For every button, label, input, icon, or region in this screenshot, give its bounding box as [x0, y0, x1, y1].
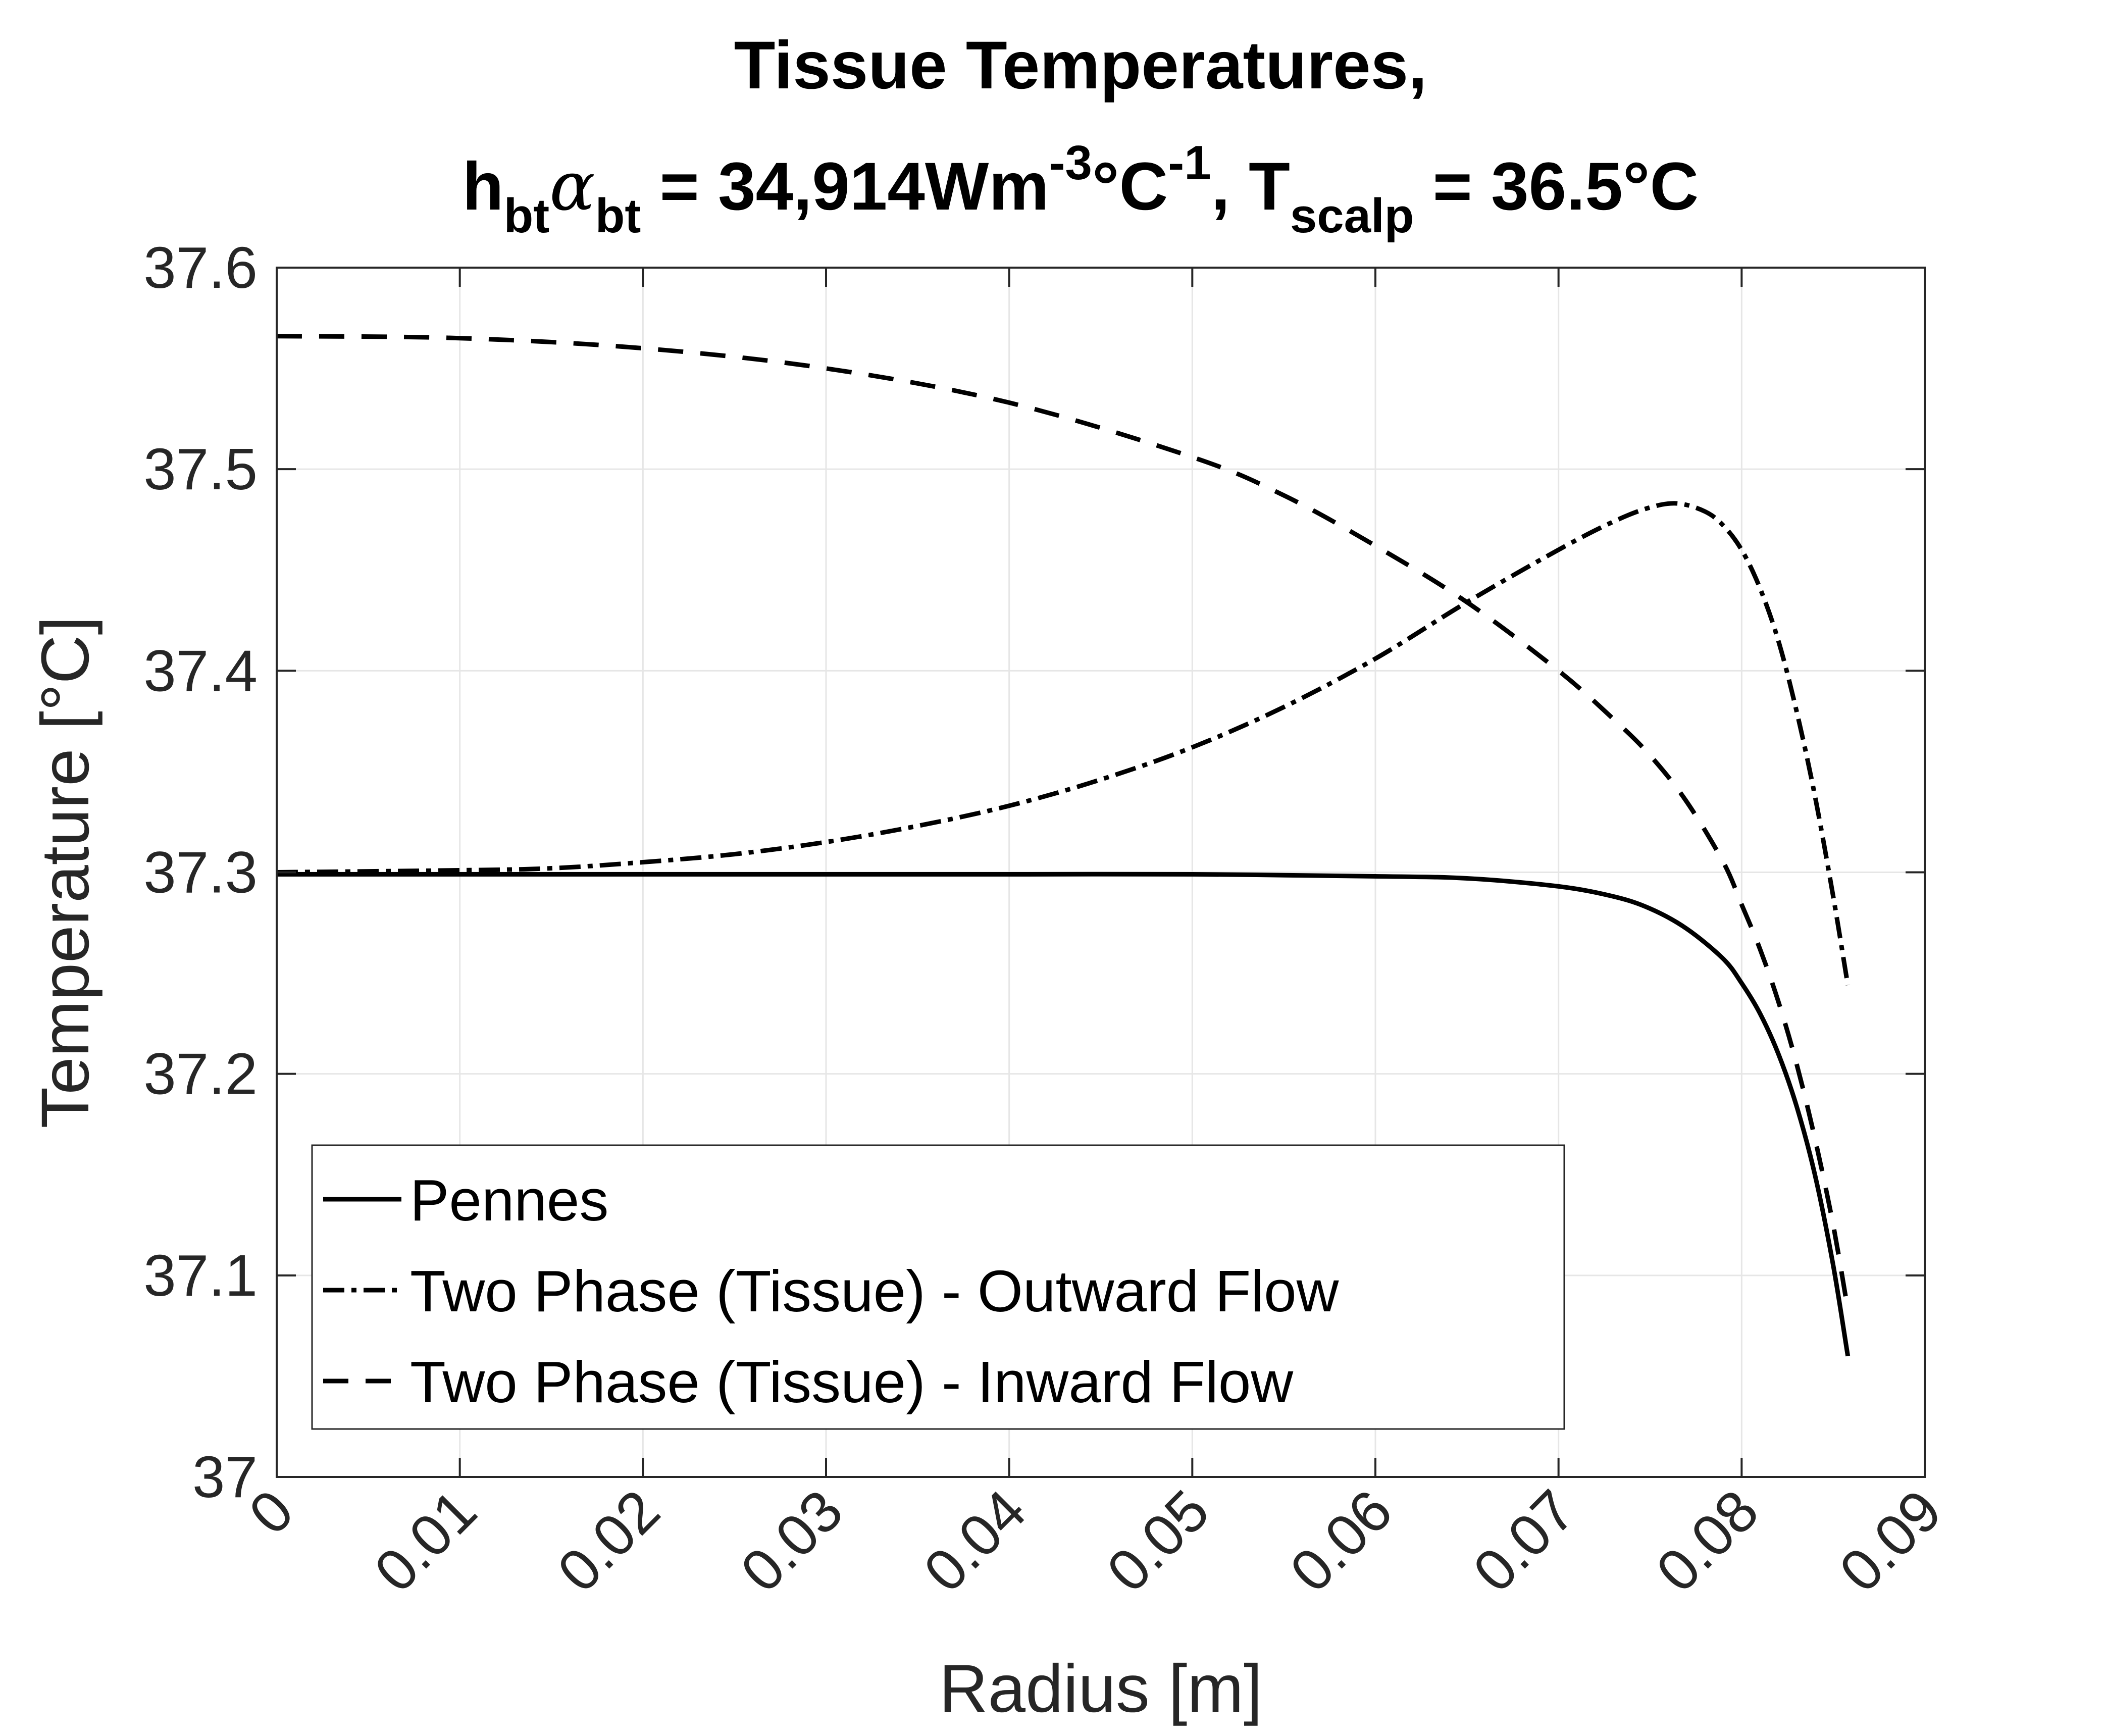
series-line-outward-flow — [276, 501, 1851, 986]
title-alpha-subscript: bt — [595, 189, 641, 243]
title-value: = 34,914Wm — [641, 149, 1049, 224]
series-line-inward-flow — [276, 334, 1851, 1310]
series-line-pennes — [277, 872, 1851, 1357]
title-alpha: α — [549, 147, 595, 226]
y-tick-label: 37 — [192, 1444, 258, 1510]
y-tick-label: 37.5 — [143, 436, 258, 502]
title-h: h — [463, 149, 504, 224]
y-tick-label: 37.4 — [143, 638, 258, 703]
chart-title-line1: Tissue Temperatures, — [734, 28, 1427, 103]
chart-title-line2: hbtαbt = 34,914Wm-3°C-1, Tscalp = 36.5°C — [463, 136, 1699, 243]
title-t-subscript: scalp — [1290, 189, 1414, 243]
title-exponent-2: -1 — [1168, 136, 1211, 190]
y-axis-label: Temperature [°C] — [28, 616, 103, 1128]
title-t: , T — [1211, 149, 1290, 224]
legend: Pennes Two Phase (Tissue) - Outward Flow… — [311, 1144, 1565, 1430]
legend-box — [311, 1144, 1565, 1430]
y-tick-label: 37.1 — [143, 1243, 258, 1308]
y-tick-labels: 37 37.1 37.2 37.3 37.4 37.5 37.6 — [143, 235, 258, 1510]
y-tick-label: 37.3 — [143, 840, 258, 905]
legend-entry-pennes: Pennes — [410, 1167, 608, 1233]
title-end: = 36.5°C — [1414, 149, 1699, 224]
x-axis-label: Radius [m] — [939, 1651, 1262, 1726]
y-tick-label: 37.2 — [143, 1041, 258, 1107]
axis-ticks — [276, 267, 1926, 1478]
y-tick-label: 37.6 — [143, 235, 258, 300]
data-series — [276, 334, 1851, 1357]
title-h-subscript: bt — [504, 189, 550, 243]
title-exponent-1: -3 — [1049, 136, 1092, 190]
legend-entry-inward: Two Phase (Tissue) - Inward Flow — [410, 1349, 1294, 1415]
legend-entry-outward: Two Phase (Tissue) - Outward Flow — [410, 1258, 1340, 1324]
title-degree-c: °C — [1092, 149, 1168, 224]
